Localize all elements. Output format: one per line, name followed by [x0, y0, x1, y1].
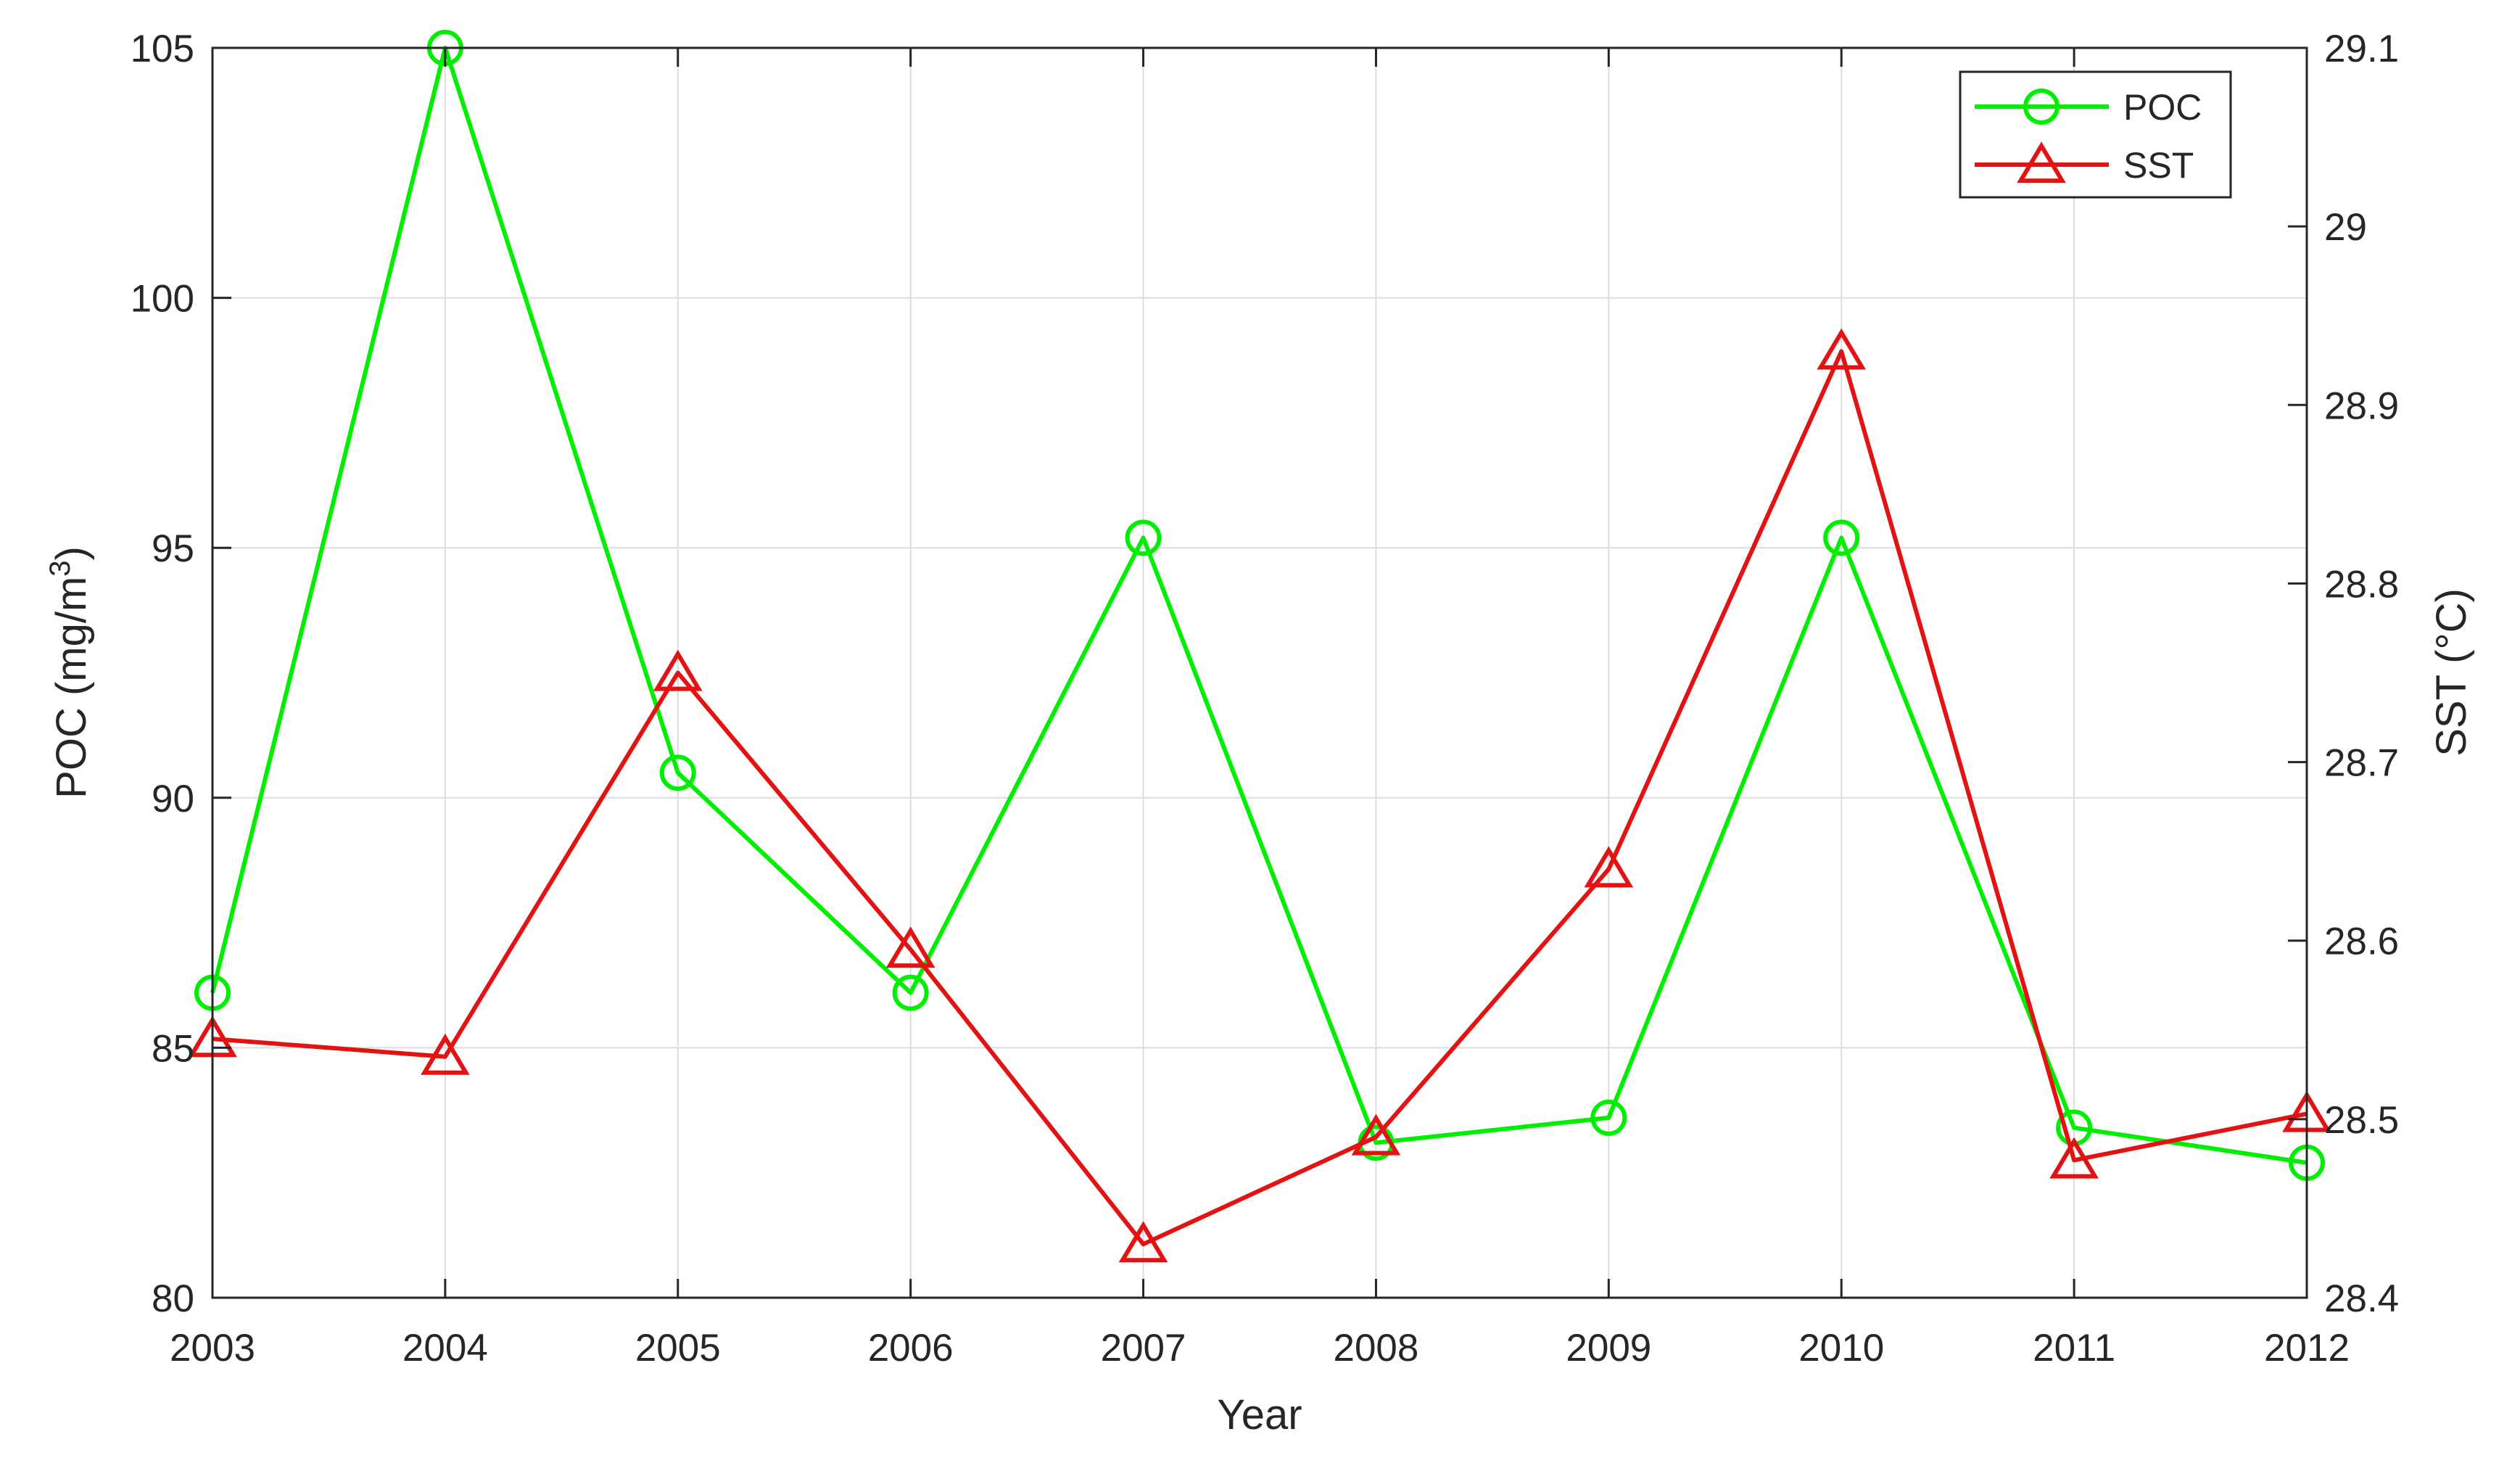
left-y-tick-label: 85: [152, 1027, 194, 1070]
x-tick-label: 2005: [635, 1327, 721, 1370]
right-y-tick-label: 29: [2324, 206, 2367, 249]
left-y-tick-label: 90: [152, 778, 194, 820]
right-y-tick-label: 28.4: [2324, 1277, 2399, 1320]
right-y-tick-label: 28.8: [2324, 563, 2399, 606]
x-tick-label: 2006: [868, 1327, 954, 1370]
data-point-sst: [1351, 1113, 1401, 1156]
legend-label-sst: SST: [2123, 145, 2194, 186]
legend-entry-sst: SST: [1975, 141, 2194, 186]
right-y-axis-title: SST (°C): [2428, 588, 2475, 757]
left-y-tick-label: 95: [152, 527, 194, 570]
data-point-sst: [1817, 328, 1867, 370]
left-y-tick-label: 100: [131, 278, 194, 321]
x-tick-label: 2004: [402, 1327, 488, 1370]
legend-box: [1959, 70, 2232, 199]
left-y-tick-label: 80: [152, 1277, 194, 1320]
legend-label-poc: POC: [2123, 87, 2202, 128]
x-tick-label: 2007: [1101, 1327, 1186, 1370]
plot-area-background: [212, 48, 2307, 1298]
series-line-sst: [212, 349, 2308, 1247]
x-tick-label: 2011: [2033, 1327, 2115, 1370]
data-point-sst: [421, 1033, 470, 1075]
left-y-axis-title-close: ): [48, 546, 95, 560]
data-point-poc: [1125, 519, 1162, 556]
series-line-poc: [210, 46, 2308, 1165]
data-point-sst: [1118, 1221, 1168, 1263]
left-y-axis: 80 85 90 95 100 105: [131, 28, 231, 1320]
x-axis: 2003 2004 2005 2006 2007 2008 2009 2010 2011 2012: [170, 48, 2350, 1370]
x-tick-label: 2010: [1798, 1327, 1884, 1370]
data-point-sst: [2049, 1137, 2099, 1179]
data-point-poc: [1590, 1099, 1627, 1136]
data-point-poc: [1823, 519, 1860, 556]
right-y-tick-label: 28.9: [2324, 384, 2399, 427]
left-y-axis-title-superscript: 3: [44, 560, 76, 576]
legend-marker-sst: [2017, 141, 2066, 184]
left-y-axis-title-main: POC (mg/m: [48, 577, 95, 799]
x-axis-title: Year: [1217, 1391, 1302, 1438]
plot-area-frame: [211, 46, 2308, 1299]
right-y-tick-label: 28.5: [2324, 1099, 2399, 1142]
left-y-axis-title: POC (mg/m3): [44, 546, 95, 799]
x-tick-label: 2012: [2264, 1327, 2350, 1370]
data-point-poc: [659, 754, 696, 791]
data-point-sst: [885, 926, 935, 968]
data-point-poc: [892, 974, 929, 1011]
x-tick-label: 2009: [1566, 1327, 1651, 1370]
data-point-sst: [653, 649, 703, 691]
right-y-tick-label: 28.6: [2324, 921, 2399, 963]
legend-entry-poc: POC: [1975, 87, 2202, 128]
right-y-tick-label: 28.7: [2324, 742, 2399, 785]
left-y-tick-label: 105: [131, 28, 194, 70]
series-layer: [188, 30, 2331, 1263]
x-tick-label: 2003: [170, 1327, 255, 1370]
legend-marker-poc: [2023, 88, 2060, 125]
x-tick-label: 2008: [1333, 1327, 1418, 1370]
legend: POC SST: [1959, 70, 2232, 199]
data-point-sst: [1584, 846, 1634, 888]
right-y-tick-label: 29.1: [2324, 28, 2399, 70]
right-y-axis: 28.4 28.5 28.6 28.7 28.8 28.9 29 29.1: [2288, 28, 2399, 1320]
